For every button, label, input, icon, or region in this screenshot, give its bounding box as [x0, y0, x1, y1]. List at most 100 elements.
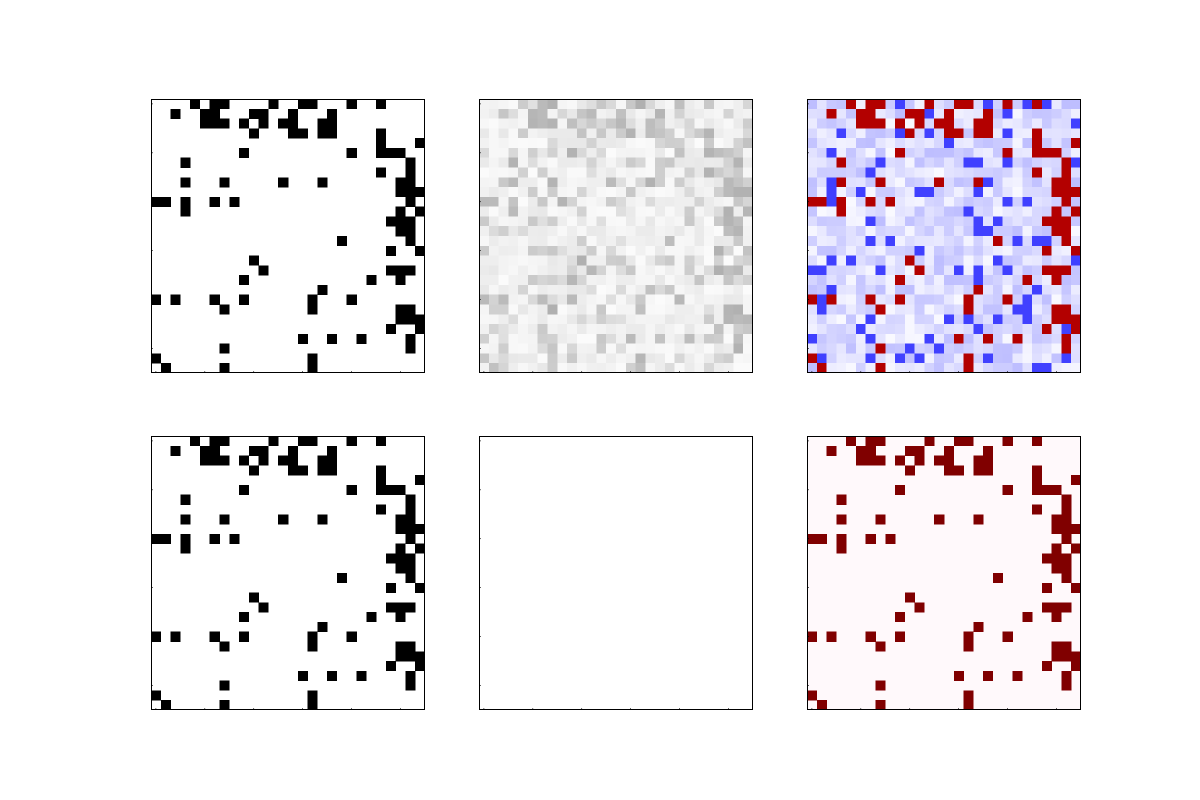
heatmap-cell	[239, 612, 250, 623]
heatmap-cell	[1032, 147, 1043, 159]
heatmap-cell	[816, 533, 827, 544]
heatmap-cell	[826, 245, 837, 256]
heatmap-cell	[743, 333, 753, 344]
heatmap-cell	[674, 363, 685, 373]
heatmap-cell	[826, 99, 837, 110]
heatmap-cell	[875, 236, 886, 247]
heatmap-cell	[875, 343, 886, 354]
heatmap-cell	[694, 304, 705, 315]
heatmap-cell	[596, 167, 607, 178]
heatmap-cell	[488, 324, 499, 335]
heatmap-cell	[895, 275, 906, 286]
heatmap-cell	[953, 108, 964, 119]
heatmap-cell	[1071, 333, 1081, 344]
heatmap-cell	[836, 167, 847, 178]
heatmap-cell	[963, 353, 974, 364]
axes-frame	[479, 436, 753, 710]
heatmap-cell	[576, 275, 587, 286]
heatmap-cell	[816, 157, 827, 168]
heatmap-cell	[836, 543, 847, 554]
heatmap-cell	[576, 128, 587, 139]
heatmap-cell	[816, 333, 827, 344]
heatmap-cell	[586, 284, 597, 296]
heatmap-cell	[895, 245, 906, 256]
heatmap-cell	[865, 157, 876, 168]
heatmap-cell	[983, 445, 994, 456]
heatmap-cell	[576, 167, 587, 178]
heatmap-cell	[1051, 99, 1062, 110]
heatmap-cell	[846, 167, 857, 178]
heatmap-cell	[635, 157, 646, 168]
heatmap-cell	[664, 353, 676, 364]
heatmap-cell	[508, 304, 519, 315]
heatmap-cell	[1032, 484, 1043, 496]
heatmap-cell	[973, 343, 984, 354]
heatmap-cell	[376, 484, 387, 496]
heatmap-cell	[1022, 147, 1033, 159]
heatmap-cell	[1002, 284, 1013, 296]
heatmap-cell	[904, 177, 915, 188]
heatmap-cell	[395, 602, 406, 613]
heatmap-cell	[1002, 265, 1013, 276]
heatmap-cell	[694, 128, 705, 139]
heatmap-cell	[704, 236, 715, 247]
heatmap-cell	[885, 533, 896, 544]
heatmap-cell	[547, 177, 558, 188]
heatmap-cell	[895, 353, 906, 364]
heatmap-cell	[973, 108, 984, 119]
heatmap-cell	[826, 167, 837, 178]
heatmap-cell	[713, 265, 724, 276]
heatmap-cell	[723, 255, 734, 266]
heatmap-cell	[914, 363, 925, 373]
heatmap-cell	[973, 284, 984, 296]
heatmap-cell	[664, 255, 676, 266]
heatmap-cell	[885, 99, 896, 110]
heatmap-cell	[934, 294, 945, 305]
heatmap-cell	[934, 206, 945, 217]
heatmap-cell	[625, 353, 636, 364]
heatmap-cell	[1051, 255, 1062, 266]
heatmap-cell	[733, 157, 744, 168]
heatmap-cell	[865, 455, 876, 466]
heatmap-cell	[395, 147, 406, 159]
heatmap-cell	[963, 343, 974, 354]
heatmap-cell	[733, 255, 744, 266]
heatmap-cell	[664, 128, 676, 139]
heatmap-cell	[479, 177, 490, 188]
heatmap-cell	[537, 314, 548, 325]
heatmap-cell	[557, 206, 568, 217]
heatmap-cell	[586, 343, 597, 354]
heatmap-cell	[307, 363, 318, 373]
heatmap-cell	[655, 265, 666, 276]
heatmap-cell	[992, 167, 1004, 178]
heatmap-cell	[684, 226, 695, 237]
heatmap-cell	[1012, 265, 1023, 276]
heatmap-cell	[219, 177, 230, 188]
heatmap-cell	[557, 304, 568, 315]
heatmap-cell	[537, 118, 548, 129]
heatmap-cell	[816, 99, 827, 110]
heatmap-cell	[684, 167, 695, 178]
heatmap-cell	[855, 363, 867, 373]
heatmap-cell	[973, 206, 984, 217]
heatmap-cell	[694, 187, 705, 198]
heatmap-cell	[645, 99, 656, 110]
heatmap-cell	[895, 333, 906, 344]
heatmap-cell	[1012, 226, 1023, 237]
heatmap-cell	[576, 177, 587, 188]
heatmap-cell	[395, 651, 406, 662]
heatmap-cell	[635, 333, 646, 344]
heatmap-cell	[567, 294, 578, 305]
heatmap-cell	[576, 245, 587, 256]
heatmap-cell	[1051, 343, 1062, 354]
heatmap-cell	[865, 275, 876, 286]
heatmap-cell	[674, 187, 685, 198]
heatmap-cell	[151, 353, 162, 364]
heatmap-cell	[704, 284, 715, 296]
heatmap-cell	[713, 177, 724, 188]
heatmap-cell	[713, 138, 724, 149]
heatmap-cell	[616, 118, 627, 129]
heatmap-cell	[498, 108, 509, 119]
heatmap-cell	[1071, 343, 1081, 354]
heatmap-cell	[586, 245, 597, 256]
